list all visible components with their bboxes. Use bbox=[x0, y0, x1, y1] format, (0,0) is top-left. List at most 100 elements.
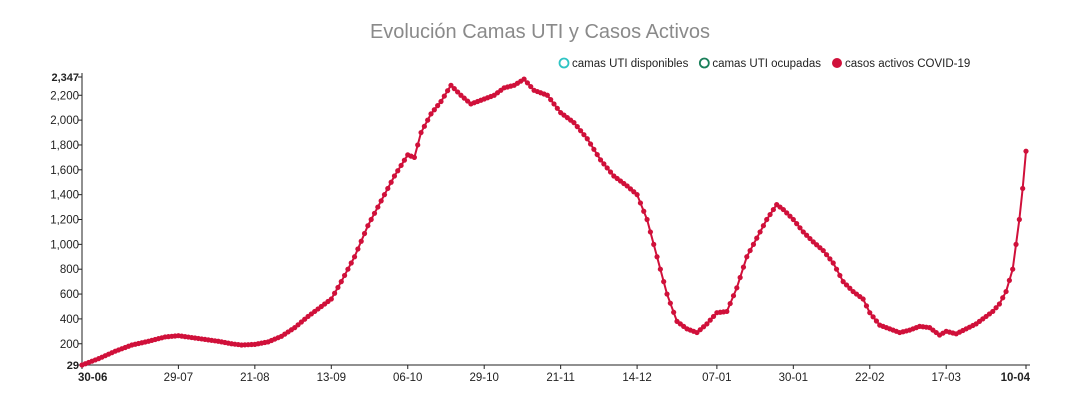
data-point bbox=[411, 154, 417, 160]
data-point bbox=[637, 200, 644, 206]
legend-label: casos activos COVID-19 bbox=[845, 58, 970, 70]
data-point bbox=[418, 129, 424, 136]
x-tick-label: 30-01 bbox=[779, 372, 808, 384]
x-tick-label: 29-07 bbox=[164, 372, 193, 384]
data-point bbox=[345, 266, 351, 272]
data-point bbox=[730, 293, 737, 299]
data-point bbox=[873, 318, 880, 324]
data-point bbox=[371, 210, 378, 216]
data-point bbox=[391, 173, 398, 179]
data-point bbox=[757, 229, 763, 235]
data-point bbox=[990, 308, 996, 315]
y-axis: 29 200 400 600 800 1,000 1,200 1,400 1,600 1,800 2… bbox=[50, 72, 83, 372]
data-point bbox=[571, 120, 577, 126]
data-point bbox=[767, 211, 773, 218]
y-tick-label: 400 bbox=[60, 314, 79, 326]
data-point bbox=[1013, 241, 1019, 247]
chart-title: Evolución Camas UTI y Casos Activos bbox=[370, 21, 710, 43]
data-point bbox=[847, 285, 853, 291]
data-point bbox=[780, 206, 786, 213]
data-point bbox=[385, 185, 391, 192]
data-point bbox=[401, 157, 408, 163]
legend-item: camas UTI ocupadas bbox=[698, 57, 821, 70]
data-point bbox=[574, 124, 580, 130]
data-point bbox=[431, 107, 437, 113]
data-point bbox=[993, 305, 999, 311]
x-tick-label: 21-11 bbox=[546, 372, 575, 384]
data-point bbox=[657, 266, 663, 272]
x-tick-label: 06-10 bbox=[393, 372, 422, 384]
data-point bbox=[724, 308, 730, 315]
data-point bbox=[833, 266, 840, 272]
data-point bbox=[707, 317, 713, 323]
data-point bbox=[388, 179, 394, 185]
data-point bbox=[661, 279, 667, 285]
data-point bbox=[448, 82, 454, 88]
data-point bbox=[800, 229, 806, 235]
data-point bbox=[428, 111, 434, 117]
series-layer bbox=[79, 76, 1029, 368]
data-point bbox=[734, 285, 740, 291]
data-point bbox=[794, 221, 800, 227]
data-point bbox=[671, 309, 677, 315]
data-point bbox=[332, 290, 338, 296]
data-point bbox=[341, 272, 348, 279]
legend-marker-icon bbox=[832, 58, 842, 68]
data-point bbox=[438, 98, 444, 105]
data-point bbox=[544, 92, 550, 98]
data-point bbox=[654, 254, 660, 260]
data-point bbox=[667, 300, 673, 306]
data-point bbox=[584, 136, 590, 142]
data-point bbox=[455, 89, 461, 95]
data-point bbox=[870, 314, 876, 320]
data-point bbox=[787, 213, 793, 219]
x-tick-label: 14-12 bbox=[622, 372, 651, 384]
data-point bbox=[358, 238, 364, 244]
data-point bbox=[328, 296, 334, 302]
series-points bbox=[79, 76, 1029, 368]
data-point bbox=[804, 232, 810, 238]
x-tick-label: 17-03 bbox=[932, 372, 961, 384]
chart-legend: camas UTI disponibles camas UTI ocupadas c… bbox=[558, 57, 970, 70]
data-point bbox=[1020, 185, 1026, 192]
data-point bbox=[737, 274, 743, 281]
data-point bbox=[1003, 288, 1009, 295]
x-tick-label: 29-10 bbox=[469, 372, 498, 384]
data-point bbox=[860, 296, 866, 302]
data-point bbox=[548, 97, 554, 103]
y-tick-label: 600 bbox=[60, 289, 79, 301]
data-point bbox=[750, 241, 757, 247]
data-point bbox=[740, 264, 747, 270]
data-point bbox=[368, 216, 374, 223]
data-point bbox=[744, 254, 750, 260]
data-point bbox=[604, 165, 610, 171]
y-tick-label: 29 bbox=[67, 360, 79, 372]
y-tick-label: 1,600 bbox=[50, 165, 79, 177]
data-point bbox=[445, 88, 451, 94]
data-point bbox=[770, 206, 776, 213]
legend-label: camas UTI ocupadas bbox=[712, 58, 821, 70]
data-point bbox=[381, 192, 388, 198]
data-point bbox=[1010, 266, 1016, 272]
y-tick-label: 1,200 bbox=[50, 215, 79, 227]
x-tick-label: 13-09 bbox=[317, 372, 346, 384]
data-point bbox=[441, 93, 447, 99]
data-point bbox=[790, 216, 796, 223]
y-tick-label: 1,400 bbox=[50, 190, 79, 202]
legend-marker-icon bbox=[698, 57, 710, 69]
data-point bbox=[634, 192, 640, 198]
data-point bbox=[651, 241, 657, 247]
data-point bbox=[867, 310, 873, 316]
data-point bbox=[607, 169, 614, 175]
y-tick-label: 200 bbox=[60, 339, 79, 351]
data-point bbox=[421, 123, 427, 129]
data-point bbox=[587, 141, 594, 147]
data-point bbox=[747, 247, 753, 254]
data-point bbox=[797, 225, 803, 231]
data-point bbox=[435, 103, 441, 109]
data-point bbox=[451, 86, 457, 92]
data-point bbox=[577, 128, 584, 134]
data-point bbox=[335, 284, 341, 291]
